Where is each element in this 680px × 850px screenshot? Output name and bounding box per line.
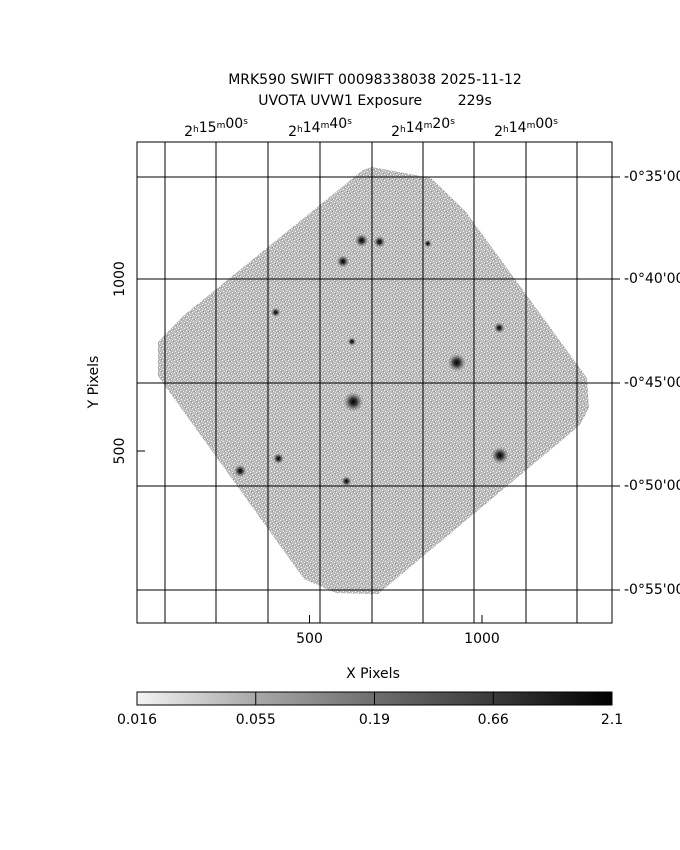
ra-tick-label-3: 2h14m00s <box>494 116 558 140</box>
source-2 <box>447 353 467 372</box>
ra-tick-label-2: 2h14m20s <box>391 116 455 140</box>
dec-tick-label-3: -0°50'00 <box>624 478 680 494</box>
source-3 <box>491 446 509 465</box>
chart-title-line1: MRK590 SWIFT 00098338038 2025-11-12 <box>228 72 522 88</box>
source-13 <box>423 239 432 248</box>
dec-tick-label-4: -0°55'00 <box>624 582 680 598</box>
exposure-footprint <box>158 167 589 594</box>
source-12 <box>341 476 352 487</box>
dec-tick-labels: -0°35'00 -0°40'00 -0°45'00 -0°50'00 -0°55'00 <box>612 169 680 598</box>
source-1 <box>343 391 364 412</box>
source-6 <box>336 255 350 268</box>
ra-tick-label-0: 2h15m00s <box>184 116 248 140</box>
chart-title-line2: UVOTA UVW1 Exposure 229s <box>258 93 492 109</box>
colorbar-label-4: 2.1 <box>601 712 623 728</box>
source-5 <box>373 235 386 248</box>
x-tick-marks <box>309 615 483 623</box>
ra-tick-labels: 2h15m00s 2h14m40s 2h14m20s 2h14m00s <box>184 116 558 140</box>
dec-tick-label-2: -0°45'00 <box>624 375 680 391</box>
y-tick-marks <box>137 278 145 452</box>
colorbar-label-1: 0.055 <box>236 712 276 728</box>
coordinate-grid <box>137 142 612 623</box>
y-axis-label: Y Pixels <box>86 356 102 410</box>
source-9 <box>347 337 357 347</box>
x-tick-label-1000: 1000 <box>464 631 500 647</box>
colorbar-label-0: 0.016 <box>117 712 157 728</box>
colorbar-label-2: 0.19 <box>359 712 390 728</box>
colorbar-label-3: 0.66 <box>478 712 509 728</box>
source-8 <box>270 307 281 318</box>
dec-tick-label-0: -0°35'00 <box>624 169 680 185</box>
source-10 <box>272 452 285 465</box>
x-tick-label-500: 500 <box>296 631 323 647</box>
y-tick-label-1000: 1000 <box>112 261 128 297</box>
source-11 <box>233 464 247 478</box>
sources-layer <box>233 233 509 487</box>
image-area <box>137 142 612 623</box>
dec-tick-label-1: -0°40'00 <box>624 271 680 287</box>
colorbar-ticks: 0.016 0.055 0.19 0.66 2.1 <box>117 692 623 728</box>
y-tick-label-500: 500 <box>112 438 128 465</box>
source-7 <box>493 322 505 334</box>
source-4 <box>354 233 369 248</box>
ra-tick-label-1: 2h14m40s <box>288 116 352 140</box>
x-axis-label: X Pixels <box>346 666 400 682</box>
